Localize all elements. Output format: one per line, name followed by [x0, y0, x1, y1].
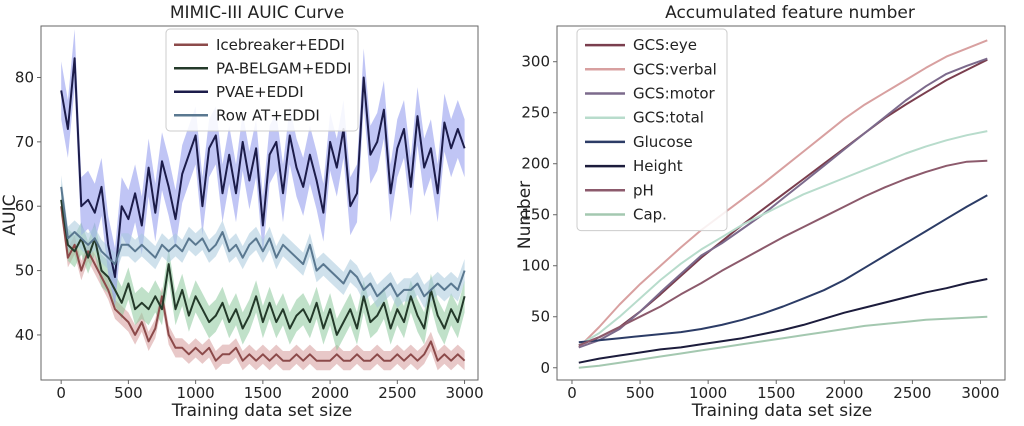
x-tick-label-0: 0 [56, 384, 66, 402]
y-tick-label-6: 300 [521, 53, 550, 71]
legend-label-3: GCS:total [633, 109, 704, 127]
y-tick-label-0: 0 [540, 359, 550, 377]
series-line-1 [578, 39, 988, 349]
x-tick-label-4: 2000 [825, 384, 863, 402]
series-band-2 [61, 29, 465, 306]
y-tick-label-3: 70 [15, 133, 34, 151]
y-tick-label-3: 150 [521, 206, 550, 224]
x-tick-label-2: 1000 [177, 384, 215, 402]
series-lines [60, 57, 466, 362]
legend-label-0: GCS:eye [633, 36, 697, 54]
y-ticks: 40 50 60 70 80 [15, 68, 41, 344]
legend-label-2: PVAE+EDDI [216, 83, 304, 101]
x-tick-label-5: 2500 [893, 384, 931, 402]
series-line-4 [578, 194, 988, 344]
legend: GCS:eye GCS:verbal GCS:motor GCS:total Gluco… [576, 28, 728, 232]
series-line-0 [60, 206, 466, 362]
x-axis-label: Training data set size [691, 401, 873, 421]
x-tick-label-1: 500 [626, 384, 655, 402]
series-band-3 [61, 175, 465, 308]
chart-title: MIMIC-III AUIC Curve [170, 3, 344, 23]
series-line-2 [60, 57, 466, 278]
auic-chart: MIMIC-III AUIC Curve 0 500 1000 1500 2000 250… [0, 3, 484, 421]
y-axis-label: AUIC [0, 195, 20, 236]
legend-label-1: GCS:verbal [633, 60, 717, 78]
x-ticks: 0 500 1000 1500 2000 2500 3000 [567, 380, 1000, 402]
y-tick-label-1: 50 [15, 262, 34, 280]
x-tick-label-4: 2000 [311, 384, 349, 402]
series-line-3 [578, 130, 988, 347]
x-tick-label-3: 1500 [757, 384, 795, 402]
y-tick-label-0: 40 [15, 326, 34, 344]
legend-label-5: Height [633, 157, 683, 175]
legend-label-4: Glucose [633, 133, 693, 151]
legend-label-2: GCS:motor [633, 85, 716, 103]
y-tick-label-2: 60 [15, 197, 34, 215]
x-tick-label-6: 3000 [445, 384, 483, 402]
series-lines [578, 39, 988, 369]
plot-frame [556, 25, 1006, 381]
y-ticks: 0 50 100 150 200 250 300 [521, 53, 557, 377]
y-tick-label-4: 200 [521, 155, 550, 173]
chart-title: Accumulated feature number [665, 3, 915, 23]
legend-box [165, 28, 359, 132]
y-axis-label: Number [515, 181, 535, 249]
series-line-7 [578, 315, 988, 369]
y-tick-label-2: 100 [521, 257, 550, 275]
x-tick-label-6: 3000 [961, 384, 999, 402]
legend-label-6: pH [633, 181, 654, 199]
x-tick-label-0: 0 [567, 384, 577, 402]
x-axis-label: Training data set size [171, 401, 353, 421]
legend-label-3: Row AT+EDDI [216, 106, 320, 124]
series-line-2 [578, 57, 988, 349]
legend-label-7: Cap. [633, 206, 667, 224]
series-line-3 [60, 186, 466, 298]
legend-label-0: Icebreaker+EDDI [216, 36, 345, 54]
series-line-5 [578, 278, 988, 364]
series-line-1 [60, 199, 466, 336]
series-line-6 [578, 159, 988, 347]
legend: Icebreaker+EDDI PA-BELGAM+EDDI PVAE+EDDI Ro… [165, 28, 359, 132]
y-tick-label-1: 50 [531, 308, 550, 326]
x-tick-label-5: 2500 [378, 384, 416, 402]
x-ticks: 0 500 1000 1500 2000 2500 3000 [56, 380, 484, 402]
legend-label-1: PA-BELGAM+EDDI [216, 59, 351, 77]
feature-number-chart: Accumulated feature number 0 500 1000 1500 2… [515, 3, 1006, 421]
y-tick-label-4: 80 [15, 68, 34, 86]
x-tick-label-1: 500 [114, 384, 143, 402]
plot-frame [40, 25, 479, 381]
x-tick-label-2: 1000 [689, 384, 727, 402]
x-tick-label-3: 1500 [244, 384, 282, 402]
y-tick-label-5: 250 [521, 104, 550, 122]
legend-box [576, 28, 728, 232]
